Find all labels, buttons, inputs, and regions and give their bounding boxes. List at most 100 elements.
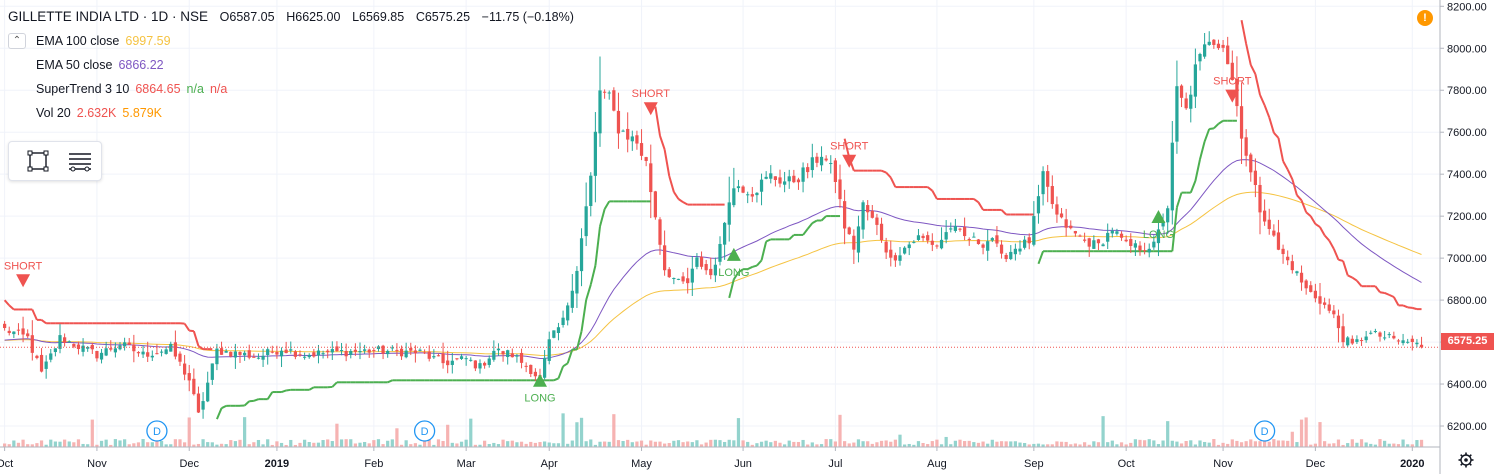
warning-alert-icon[interactable]: !	[1417, 10, 1433, 26]
volume-bar	[367, 443, 371, 447]
candle-body	[889, 249, 893, 258]
supertrend-segment	[1194, 159, 1201, 182]
candle-body	[284, 349, 288, 354]
candle-body	[81, 345, 85, 352]
time-tick-label: Dec	[179, 458, 199, 470]
candle-body	[164, 349, 168, 354]
legend-ema-100[interactable]: EMA 100 close 6997.59	[36, 34, 171, 48]
volume-bar	[307, 441, 311, 447]
candle-body	[1304, 280, 1308, 289]
volume-bar	[372, 440, 376, 447]
candle-body	[667, 269, 671, 278]
candle-body	[584, 206, 588, 237]
volume-bar	[353, 443, 357, 447]
legend-ema-50[interactable]: EMA 50 close 6866.22	[36, 58, 164, 72]
volume-bar	[1184, 441, 1188, 447]
time-tick-label: Nov	[87, 458, 107, 470]
symbol-title[interactable]: GILLETTE INDIA LTD · 1D · NSE	[8, 9, 209, 24]
supertrend-segment	[1296, 194, 1303, 201]
short-signal-label: SHORT	[830, 141, 869, 153]
supertrend-segment	[1407, 306, 1413, 309]
candlestick-series	[3, 31, 1424, 419]
supertrend-segment	[1217, 119, 1224, 125]
time-axis[interactable]: Oct Nov Dec 2019 Feb Mar Apr May Jun Jul Aug Sep Oct…	[0, 447, 1425, 470]
legend-ema-100-name: EMA 100 close	[36, 34, 120, 48]
candle-body	[1083, 239, 1087, 241]
candle-body	[201, 401, 205, 410]
volume-bar	[72, 442, 76, 447]
price-axis[interactable]: 8200.00 8000.00 7800.00 7600.00 7400.00 7200.…	[1440, 1, 1487, 433]
rectangle-tool-icon[interactable]	[23, 148, 53, 174]
collapse-legend-chevron-icon[interactable]: ⌃	[8, 33, 26, 49]
object-tree-lines-icon[interactable]	[65, 148, 95, 174]
candle-body	[1124, 239, 1128, 242]
candle-body	[1295, 271, 1299, 274]
volume-bar	[1013, 441, 1017, 447]
volume-bar	[469, 418, 473, 447]
volume-bar	[1138, 439, 1142, 447]
candle-body	[446, 360, 450, 366]
volume-bar	[589, 439, 593, 447]
candle-body	[30, 335, 34, 353]
volume-bar	[335, 423, 339, 447]
legend-volume[interactable]: Vol 20 2.632K 5.879K	[36, 106, 162, 120]
candle-body	[1193, 64, 1197, 97]
supertrend-segment	[243, 400, 250, 407]
supertrend-segment	[1037, 250, 1045, 265]
candle-body	[1387, 334, 1391, 336]
candle-body	[298, 354, 302, 356]
candle-body	[556, 327, 561, 333]
candle-body	[1309, 285, 1313, 292]
candle-body	[86, 346, 90, 349]
volume-bar	[939, 444, 944, 447]
candle-body	[944, 232, 948, 240]
supertrend-segment	[654, 106, 661, 137]
candle-body	[1156, 229, 1161, 244]
volume-bar	[1295, 442, 1299, 447]
volume-bar	[561, 413, 565, 447]
legend-ema-100-value: 6997.59	[125, 34, 171, 48]
candle-body	[579, 238, 584, 272]
settings-gear-icon[interactable]	[1458, 452, 1474, 468]
volume-bar	[1392, 443, 1396, 447]
ema-50-line	[4, 159, 1422, 359]
volume-bar	[1161, 440, 1165, 447]
volume-bar	[326, 439, 330, 447]
legend-supertrend-value3: n/a	[209, 82, 228, 96]
candle-body	[455, 358, 459, 360]
candle-body	[1332, 310, 1336, 315]
candle-body	[695, 257, 699, 267]
supertrend-segment	[331, 381, 338, 388]
legend-volume-value2: 5.879K	[122, 106, 163, 120]
candle-body	[626, 128, 630, 140]
candle-body	[7, 330, 11, 334]
volume-bar	[35, 443, 39, 447]
volume-bar	[667, 443, 671, 447]
candle-body	[372, 350, 376, 352]
volume-bar	[132, 443, 136, 447]
time-tick-label: Dec	[1306, 458, 1326, 470]
volume-bar	[1036, 443, 1041, 447]
candle-body	[1013, 248, 1017, 255]
volume-bar	[150, 442, 154, 447]
candle-body	[819, 156, 824, 166]
candle-body	[566, 305, 570, 321]
volume-bar	[1410, 444, 1414, 447]
time-tick-label: May	[631, 458, 652, 470]
volume-bar	[1327, 443, 1331, 447]
volume-bar	[1378, 439, 1382, 447]
volume-bar	[967, 440, 971, 447]
candle-body	[464, 358, 468, 360]
volume-bar	[621, 440, 625, 447]
time-tick-label: Aug	[927, 458, 947, 470]
candle-body	[35, 355, 39, 359]
candle-body	[1179, 85, 1184, 98]
candle-body	[1018, 248, 1022, 252]
candle-body	[501, 351, 505, 355]
candle-body	[1198, 54, 1202, 62]
last-price-label: 6575.25	[1441, 333, 1494, 350]
legend-supertrend[interactable]: SuperTrend 3 10 6864.65 n/a n/a	[36, 82, 227, 96]
candle-body	[995, 235, 999, 244]
supertrend-segment	[765, 238, 772, 243]
